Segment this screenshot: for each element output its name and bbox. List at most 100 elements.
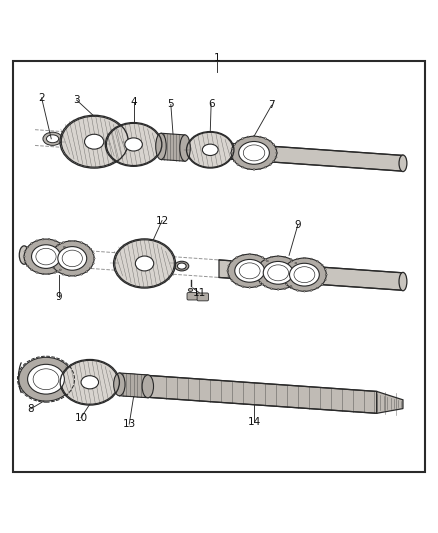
- Ellipse shape: [236, 256, 238, 258]
- Ellipse shape: [259, 262, 261, 264]
- Ellipse shape: [228, 275, 230, 277]
- Ellipse shape: [42, 238, 44, 240]
- Ellipse shape: [67, 256, 69, 257]
- FancyBboxPatch shape: [13, 61, 425, 472]
- Ellipse shape: [228, 254, 272, 287]
- Ellipse shape: [399, 155, 407, 172]
- Ellipse shape: [187, 132, 233, 167]
- Ellipse shape: [81, 273, 82, 275]
- Ellipse shape: [273, 144, 275, 146]
- Ellipse shape: [266, 280, 268, 281]
- Ellipse shape: [24, 251, 26, 253]
- Ellipse shape: [284, 288, 286, 289]
- Ellipse shape: [93, 257, 95, 259]
- Ellipse shape: [228, 265, 230, 266]
- Ellipse shape: [85, 245, 88, 246]
- Ellipse shape: [66, 261, 68, 262]
- Ellipse shape: [276, 152, 278, 154]
- Ellipse shape: [24, 261, 26, 262]
- Ellipse shape: [247, 168, 249, 169]
- Ellipse shape: [310, 258, 312, 260]
- Ellipse shape: [304, 290, 305, 292]
- Text: 6: 6: [208, 100, 215, 109]
- Ellipse shape: [256, 277, 258, 279]
- Ellipse shape: [271, 270, 272, 272]
- Ellipse shape: [85, 271, 88, 272]
- FancyBboxPatch shape: [187, 293, 198, 300]
- Ellipse shape: [283, 279, 285, 280]
- Ellipse shape: [269, 265, 272, 266]
- Ellipse shape: [125, 138, 142, 151]
- Ellipse shape: [242, 166, 244, 168]
- Ellipse shape: [53, 267, 55, 269]
- Text: 1: 1: [213, 53, 220, 63]
- Ellipse shape: [231, 157, 233, 158]
- Ellipse shape: [259, 136, 261, 138]
- Ellipse shape: [255, 254, 258, 256]
- Polygon shape: [119, 373, 148, 398]
- Ellipse shape: [282, 274, 283, 276]
- Ellipse shape: [273, 160, 275, 162]
- Ellipse shape: [239, 141, 269, 164]
- Ellipse shape: [297, 258, 299, 260]
- Ellipse shape: [142, 375, 153, 398]
- Ellipse shape: [57, 271, 59, 272]
- Ellipse shape: [269, 140, 271, 142]
- Ellipse shape: [113, 373, 125, 395]
- Ellipse shape: [264, 259, 266, 260]
- Ellipse shape: [242, 254, 244, 256]
- Ellipse shape: [135, 256, 154, 271]
- Ellipse shape: [59, 269, 61, 271]
- Ellipse shape: [324, 279, 326, 280]
- Ellipse shape: [54, 272, 56, 273]
- Ellipse shape: [57, 245, 59, 246]
- Ellipse shape: [42, 273, 44, 274]
- Ellipse shape: [92, 253, 94, 254]
- Ellipse shape: [290, 261, 293, 262]
- Ellipse shape: [249, 254, 251, 255]
- Ellipse shape: [237, 140, 239, 142]
- Ellipse shape: [90, 267, 92, 269]
- Ellipse shape: [265, 138, 266, 139]
- Ellipse shape: [321, 284, 323, 285]
- Ellipse shape: [277, 255, 279, 257]
- Text: 13: 13: [123, 419, 136, 429]
- Ellipse shape: [256, 256, 300, 289]
- Ellipse shape: [61, 116, 127, 167]
- Ellipse shape: [27, 246, 28, 248]
- Text: 2: 2: [38, 93, 45, 103]
- Ellipse shape: [81, 376, 99, 389]
- Ellipse shape: [316, 261, 318, 262]
- Ellipse shape: [92, 263, 94, 264]
- Ellipse shape: [298, 267, 300, 269]
- Text: 4: 4: [130, 97, 137, 107]
- Ellipse shape: [261, 284, 264, 285]
- Ellipse shape: [264, 286, 266, 287]
- Text: 11: 11: [193, 288, 206, 298]
- Ellipse shape: [227, 270, 229, 272]
- Ellipse shape: [90, 248, 92, 250]
- Ellipse shape: [50, 253, 52, 254]
- Ellipse shape: [231, 148, 233, 149]
- Ellipse shape: [283, 258, 326, 292]
- Ellipse shape: [263, 262, 293, 284]
- Ellipse shape: [237, 164, 239, 165]
- Ellipse shape: [27, 265, 28, 267]
- Text: 8: 8: [27, 404, 34, 414]
- Ellipse shape: [259, 282, 261, 284]
- Ellipse shape: [61, 360, 118, 404]
- Ellipse shape: [175, 261, 189, 271]
- Ellipse shape: [202, 144, 218, 156]
- Ellipse shape: [53, 248, 55, 250]
- Ellipse shape: [235, 260, 265, 282]
- Ellipse shape: [298, 277, 300, 279]
- Ellipse shape: [284, 256, 286, 258]
- Ellipse shape: [180, 135, 190, 161]
- Ellipse shape: [36, 240, 38, 241]
- Ellipse shape: [269, 164, 271, 165]
- Polygon shape: [123, 374, 377, 413]
- Ellipse shape: [74, 240, 76, 242]
- Ellipse shape: [324, 269, 326, 270]
- Ellipse shape: [290, 287, 293, 289]
- Ellipse shape: [50, 241, 94, 276]
